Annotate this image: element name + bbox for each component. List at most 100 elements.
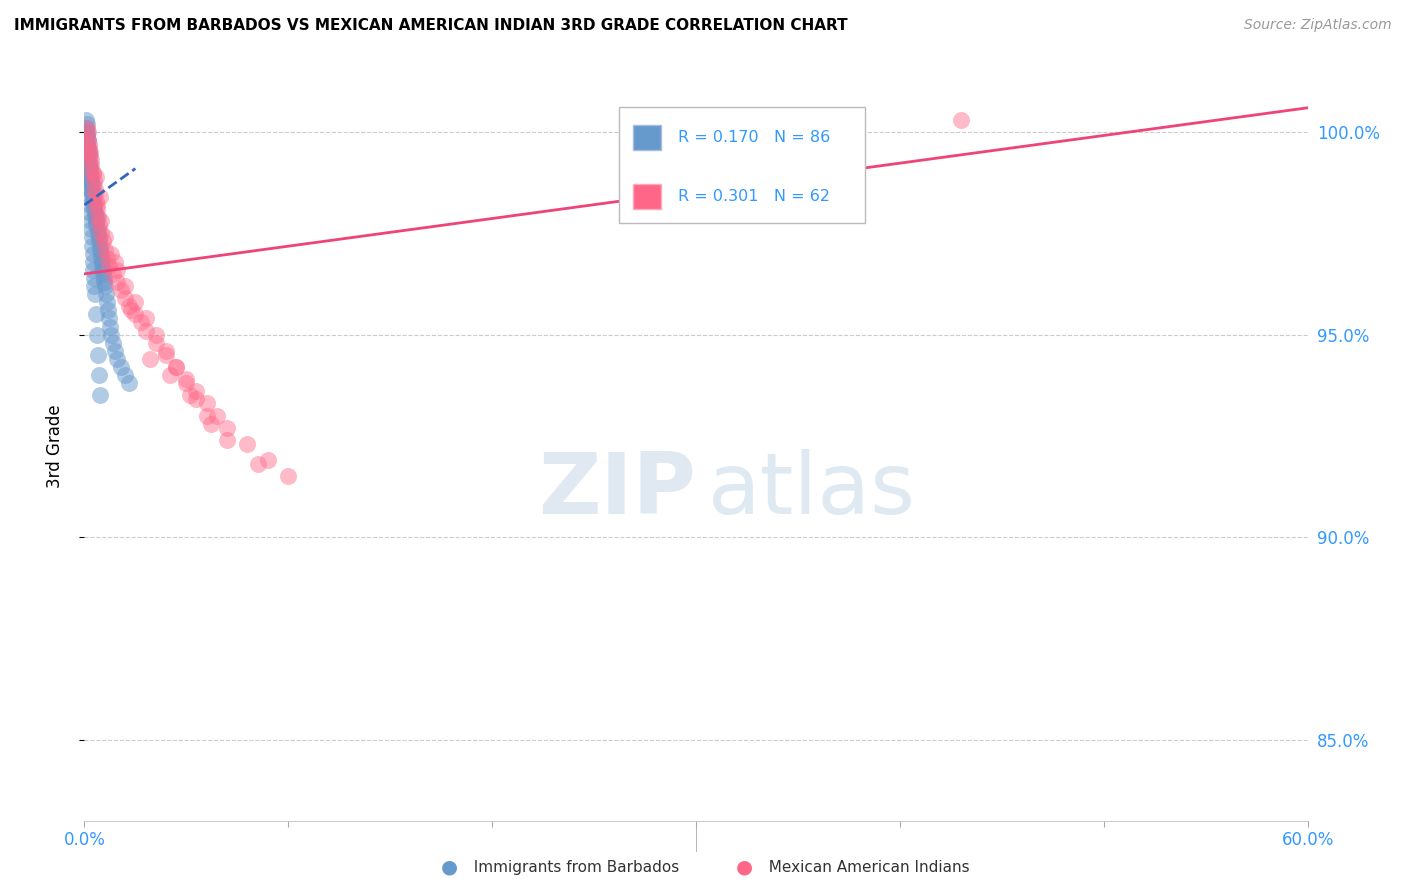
Point bbox=[84, 210, 107, 224]
Point bbox=[80, 169, 103, 184]
Point bbox=[80, 222, 103, 236]
Point bbox=[93, 230, 115, 244]
Point bbox=[257, 453, 280, 467]
Point bbox=[91, 259, 114, 273]
Point bbox=[200, 417, 222, 431]
Point bbox=[159, 368, 181, 383]
Point bbox=[98, 319, 121, 334]
Point bbox=[76, 137, 98, 152]
Point bbox=[96, 295, 118, 310]
Point bbox=[83, 182, 105, 196]
Point bbox=[118, 376, 141, 391]
Point bbox=[105, 351, 128, 366]
Point bbox=[155, 343, 177, 358]
Point bbox=[83, 198, 105, 212]
Point bbox=[87, 227, 110, 241]
Point bbox=[83, 202, 105, 216]
Point bbox=[114, 368, 136, 383]
Point bbox=[82, 246, 104, 260]
Point bbox=[174, 372, 197, 386]
Point bbox=[77, 166, 100, 180]
Point bbox=[105, 262, 128, 277]
Point bbox=[89, 388, 111, 402]
Point bbox=[84, 307, 107, 321]
Point bbox=[80, 214, 103, 228]
Point bbox=[76, 117, 98, 131]
Point bbox=[120, 303, 142, 318]
Point bbox=[93, 279, 115, 293]
Point bbox=[87, 230, 110, 244]
Point bbox=[79, 166, 101, 180]
Point bbox=[90, 246, 112, 260]
Point bbox=[101, 335, 124, 350]
Point bbox=[86, 210, 108, 224]
Point bbox=[104, 343, 127, 358]
Point bbox=[97, 303, 120, 318]
Point bbox=[83, 186, 105, 200]
Point bbox=[83, 287, 105, 301]
Point bbox=[97, 311, 120, 326]
Point bbox=[90, 251, 112, 265]
Point bbox=[79, 157, 101, 171]
Point bbox=[77, 149, 100, 163]
Point bbox=[79, 206, 101, 220]
Point bbox=[145, 327, 167, 342]
Point bbox=[86, 327, 108, 342]
Point bbox=[80, 157, 103, 171]
Point bbox=[101, 267, 124, 281]
Point bbox=[79, 157, 101, 171]
Point bbox=[82, 166, 104, 180]
Point bbox=[82, 178, 104, 192]
Point bbox=[174, 376, 197, 391]
Point bbox=[83, 206, 105, 220]
Point bbox=[86, 198, 108, 212]
Point bbox=[83, 271, 105, 285]
Point bbox=[77, 133, 100, 147]
Point bbox=[75, 112, 97, 127]
Point bbox=[118, 299, 141, 313]
Text: ZIP: ZIP bbox=[538, 450, 696, 533]
Point bbox=[97, 259, 120, 273]
Point bbox=[91, 267, 114, 281]
Point bbox=[79, 149, 101, 163]
Text: ●: ● bbox=[735, 857, 759, 877]
Point bbox=[90, 227, 112, 241]
Point bbox=[76, 129, 98, 144]
Point bbox=[75, 133, 97, 147]
Text: atlas: atlas bbox=[709, 450, 917, 533]
Point bbox=[87, 368, 110, 383]
Point bbox=[77, 141, 100, 155]
Point bbox=[77, 153, 100, 168]
Point bbox=[138, 351, 160, 366]
Point bbox=[93, 275, 115, 289]
Point bbox=[79, 190, 101, 204]
Point bbox=[80, 182, 103, 196]
Point bbox=[76, 125, 98, 139]
Point bbox=[179, 388, 201, 402]
Point bbox=[83, 279, 105, 293]
Point bbox=[93, 243, 115, 257]
Point bbox=[87, 219, 110, 233]
Point bbox=[77, 133, 100, 147]
Text: Immigrants from Barbados: Immigrants from Barbados bbox=[464, 860, 679, 874]
Point bbox=[77, 174, 100, 188]
Point bbox=[124, 307, 146, 321]
Point bbox=[77, 182, 100, 196]
Point bbox=[124, 295, 146, 310]
Point bbox=[94, 287, 117, 301]
Point bbox=[217, 433, 239, 447]
Point bbox=[86, 222, 108, 236]
Point bbox=[104, 254, 127, 268]
Point bbox=[76, 149, 98, 163]
Point bbox=[76, 129, 98, 144]
Point bbox=[80, 174, 103, 188]
Point bbox=[89, 238, 111, 252]
Point bbox=[277, 469, 299, 483]
Point bbox=[155, 348, 177, 362]
Point bbox=[135, 324, 157, 338]
Point bbox=[83, 174, 105, 188]
Point bbox=[86, 202, 108, 216]
Point bbox=[950, 112, 973, 127]
Point bbox=[114, 291, 136, 305]
Point bbox=[75, 125, 97, 139]
